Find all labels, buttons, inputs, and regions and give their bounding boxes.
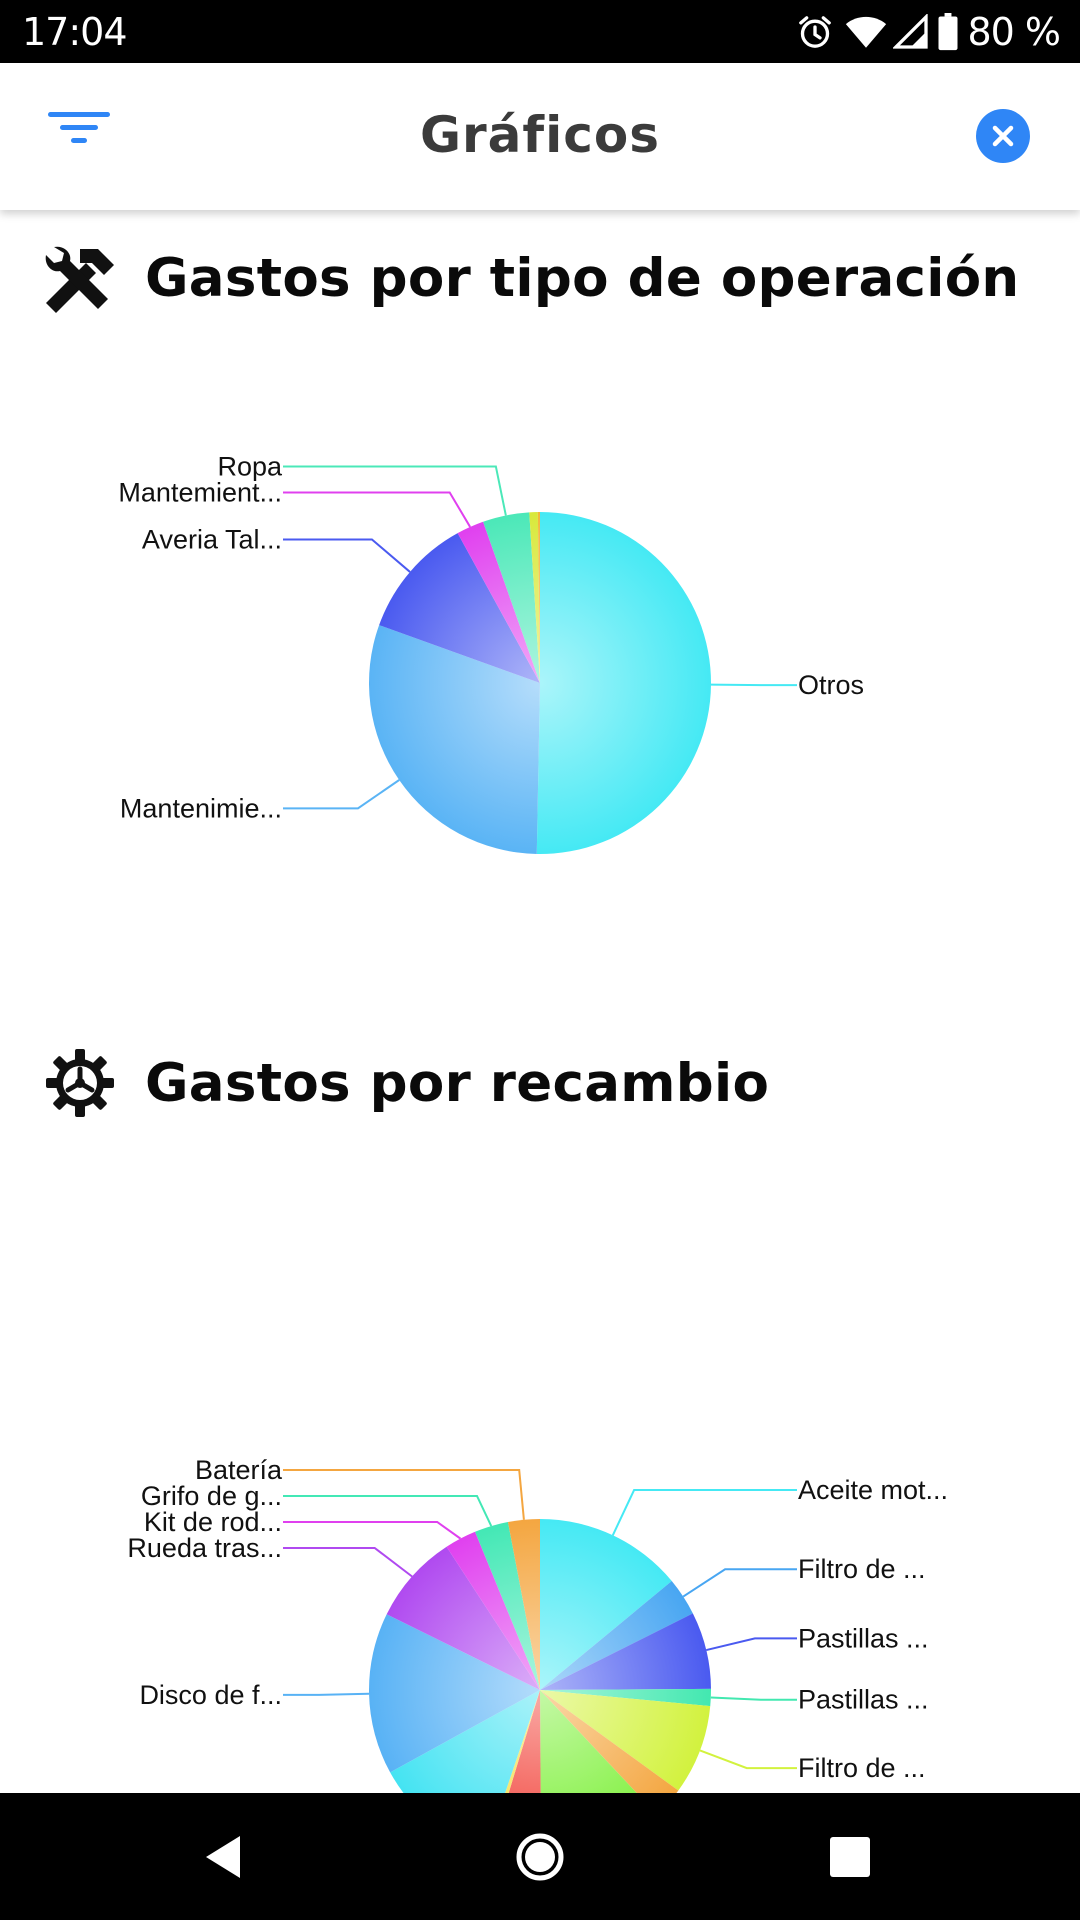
status-time: 17:04 (22, 10, 128, 54)
section-header-operation: Gastos por tipo de operación (40, 238, 1019, 318)
pie-label-line (283, 1494, 493, 1527)
pie-label: Grifo de g... (141, 1481, 282, 1511)
pie-chart-parts-svg: Aceite mot... Filtro de ... Pastillas ... P… (127, 1455, 948, 1793)
close-button[interactable] (976, 109, 1030, 163)
pie-slice[interactable] (485, 1690, 540, 1793)
pie-label-line (283, 491, 471, 528)
section-title-operation: Gastos por tipo de operación (145, 247, 1020, 309)
pie-label: Ropa (217, 451, 283, 481)
pie-slice[interactable] (536, 512, 711, 854)
filter-button[interactable] (40, 108, 120, 168)
pie-slice[interactable] (537, 512, 540, 683)
pie-slice[interactable] (540, 1613, 711, 1690)
pie-label-line (283, 779, 400, 810)
navigation-bar (0, 1793, 1080, 1920)
pie-slice[interactable] (507, 1519, 540, 1690)
pie-chart-operation[interactable]: Otros Ropa Mantemient... Averia Tal... Mante… (0, 340, 1080, 1040)
pie-slice[interactable] (540, 1690, 711, 1791)
pie-label-line (283, 1546, 413, 1578)
wifi-icon (845, 12, 887, 52)
tools-icon (40, 238, 120, 318)
pie-slice[interactable] (379, 533, 540, 683)
pie-slice[interactable] (475, 1522, 540, 1690)
filter-icon (48, 112, 110, 143)
battery-icon (937, 13, 959, 51)
recents-icon (830, 1836, 870, 1877)
battery-percent: 80 % (967, 10, 1061, 54)
pie-label: Mantenimie... (120, 793, 282, 823)
pie-chart-parts[interactable]: Aceite mot... Filtro de ... Pastillas ... P… (0, 1150, 1080, 1793)
pie-label: Mantemient... (118, 477, 282, 507)
pie-label: Kit de rod... (144, 1507, 282, 1537)
pie-label-line (706, 1637, 797, 1652)
pie-label-line (682, 1568, 797, 1598)
status-bar: 17:04 80 % (0, 0, 1080, 63)
gear-icon (40, 1043, 120, 1123)
pie-slice[interactable] (390, 1690, 540, 1793)
pie-label-line (283, 1520, 462, 1540)
recents-button[interactable] (790, 1793, 910, 1920)
pie-label: Averia Tal... (142, 524, 282, 554)
pie-label-line (699, 1749, 797, 1770)
pie-label-line (710, 1696, 797, 1701)
pie-slice[interactable] (457, 521, 540, 683)
pie-slice[interactable] (368, 625, 540, 854)
pie-label: Filtro de ... (798, 1554, 926, 1584)
pie-slice[interactable] (540, 1688, 711, 1707)
pie-slice[interactable] (540, 1581, 693, 1690)
section-header-parts: Gastos por recambio (40, 1043, 769, 1123)
pie-label-line (611, 1489, 797, 1536)
section-title-parts: Gastos por recambio (145, 1052, 770, 1114)
pie-label: Filtro de ... (798, 1753, 926, 1783)
pie-slice[interactable] (483, 512, 540, 683)
pie-label: Disco de f... (139, 1680, 282, 1710)
page-title: Gráficos (419, 106, 661, 164)
pie-slice[interactable] (446, 1531, 540, 1690)
home-button[interactable] (480, 1793, 600, 1920)
pie-label: Pastillas ... (798, 1623, 929, 1653)
pie-slice[interactable] (369, 1614, 540, 1773)
pie-slice[interactable] (540, 1690, 679, 1793)
pie-label-line (283, 1692, 370, 1696)
charts-content[interactable]: Gastos por tipo de operación Otros Ropa Ma… (0, 210, 1080, 1793)
alarm-icon (795, 12, 835, 52)
pie-label: Batería (195, 1455, 283, 1485)
cell-signal-icon (893, 14, 929, 50)
back-icon (206, 1835, 240, 1878)
pie-label-line (283, 1468, 525, 1520)
app-bar: Gráficos (0, 63, 1080, 210)
pie-slice[interactable] (540, 1690, 657, 1793)
status-icons: 80 % (795, 8, 1061, 56)
pie-label-line (283, 538, 411, 573)
pie-slice[interactable] (386, 1546, 540, 1690)
pie-label: Otros (798, 670, 864, 700)
close-icon (992, 125, 1014, 147)
back-button[interactable] (165, 1793, 285, 1920)
pie-slice[interactable] (540, 1519, 672, 1690)
pie-label: Pastillas ... (798, 1685, 929, 1715)
pie-label: Aceite mot... (798, 1475, 948, 1505)
pie-label-line (283, 465, 507, 516)
home-icon (516, 1833, 564, 1880)
pie-slice[interactable] (529, 512, 540, 683)
pie-label: Rueda tras... (127, 1533, 282, 1563)
pie-slice[interactable] (490, 1690, 541, 1793)
